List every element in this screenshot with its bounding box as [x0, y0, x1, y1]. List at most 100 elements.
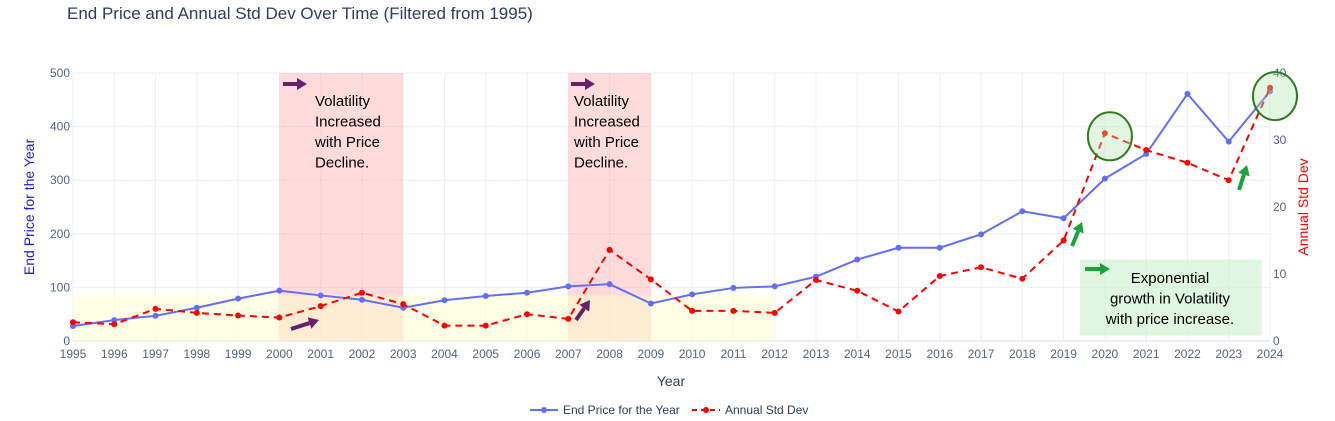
- series-0-point: [606, 281, 613, 288]
- arrow-right-region2-head: [585, 78, 595, 90]
- series-0-point: [193, 304, 200, 311]
- series-0-point: [524, 289, 531, 296]
- annotation-text-region1: Volatility: [315, 93, 371, 110]
- shaded-region-2: [73, 295, 775, 341]
- series-0-point: [895, 244, 902, 251]
- arrow-up-region1-shaft: [290, 321, 311, 331]
- series-1-point: [70, 319, 76, 326]
- series-0-point: [1184, 90, 1191, 97]
- series-1-point: [400, 301, 407, 308]
- annotations: Volatility Increased with Price Decline. Vol…: [283, 71, 1298, 331]
- series-1-point: [235, 312, 242, 319]
- x-tick-label: 2023: [1215, 347, 1242, 361]
- series-1-point: [689, 307, 696, 314]
- series-line-1: [72, 87, 1271, 327]
- series-1-point: [111, 321, 118, 328]
- series-0-point: [771, 283, 778, 290]
- right-y-tick-label: 30: [1273, 133, 1287, 147]
- right-y-axis-title: Annual Std Dev: [1295, 158, 1311, 255]
- series-1-point: [647, 276, 654, 283]
- series-0-point: [1060, 215, 1067, 222]
- series-0-point: [647, 300, 654, 307]
- series-0-point: [317, 292, 324, 299]
- x-tick-label: 2005: [472, 347, 499, 361]
- annotation-text-region1: Increased: [315, 114, 381, 131]
- series-0-point: [276, 287, 283, 294]
- x-tick-label: 2001: [307, 347, 334, 361]
- x-tick-label: 2008: [596, 347, 623, 361]
- series-0-point: [730, 284, 737, 291]
- x-tick-label: 1996: [101, 347, 128, 361]
- shaded-regions: [73, 73, 1262, 341]
- series-1-point: [152, 305, 159, 312]
- series-1-point: [193, 309, 200, 316]
- x-tick-label: 2015: [885, 347, 912, 361]
- series-1-point: [565, 315, 572, 322]
- series-0-point: [1101, 175, 1108, 182]
- series-1-point: [317, 303, 324, 310]
- x-tick-label: 2000: [266, 347, 293, 361]
- left-y-tick-label: 500: [50, 66, 70, 80]
- x-tick-label: 2011: [721, 347, 747, 361]
- x-tick-label: 2014: [844, 347, 871, 361]
- x-tick-label: 2002: [349, 347, 376, 361]
- left-y-tick-label: 200: [50, 227, 70, 241]
- series-0-point: [1225, 138, 1232, 145]
- series-0-point: [441, 297, 448, 304]
- series-0-point: [1019, 208, 1026, 215]
- series-0-point: [936, 244, 943, 251]
- x-tick-label: 2012: [761, 347, 788, 361]
- arrow-up-region2-shaft: [574, 307, 586, 322]
- series-1-point: [771, 309, 778, 316]
- x-tick-label: 2009: [638, 347, 665, 361]
- legend-std-marker: [703, 407, 709, 413]
- annotation-text-region1: with Price: [314, 134, 380, 151]
- left-y-axis-title: End Price for the Year: [21, 139, 37, 276]
- annotation-text-green: Exponential: [1131, 270, 1209, 287]
- annotation-text-region2: Increased: [574, 114, 640, 131]
- arrow-up-green-2-shaft: [1237, 173, 1246, 191]
- series-0-point: [854, 256, 861, 263]
- series-0-point: [235, 295, 242, 302]
- legend-std-label[interactable]: Annual Std Dev: [725, 403, 808, 417]
- annotation-text-region2: Decline.: [574, 155, 628, 172]
- arrow-up-green-1-shaft: [1070, 230, 1080, 247]
- chart-title: End Price and Annual Std Dev Over Time (…: [67, 4, 533, 23]
- series-1-point: [1267, 84, 1273, 91]
- left-y-tick-label: 400: [50, 120, 70, 134]
- series-1-point: [1143, 147, 1150, 154]
- series-line-0: [72, 90, 1271, 327]
- highlight-circle-0: [1086, 111, 1133, 162]
- x-tick-label: 2018: [1009, 347, 1036, 361]
- x-tick-label: 1997: [142, 347, 169, 361]
- x-tick-label: 2016: [926, 347, 953, 361]
- annotation-text-region2: with Price: [573, 134, 639, 151]
- series-1-point: [524, 311, 531, 318]
- series-0-point: [152, 312, 159, 319]
- series-1-point: [1019, 275, 1026, 282]
- series-0-point: [565, 283, 572, 290]
- series-1-point: [358, 289, 365, 296]
- left-y-axis: 0 100 200 300 400 500: [50, 66, 70, 348]
- legend-price-label[interactable]: End Price for the Year: [563, 403, 680, 417]
- x-tick-label: 2013: [803, 347, 830, 361]
- series-1-point: [482, 322, 489, 329]
- right-y-tick-label: 20: [1273, 200, 1287, 214]
- legend: End Price for the Year Annual Std Dev: [530, 403, 808, 417]
- arrow-up-green-2-head: [1238, 165, 1250, 177]
- right-y-tick-label: 10: [1273, 267, 1287, 281]
- arrow-up-region1-head: [307, 317, 319, 329]
- annotation-text-region2: Volatility: [574, 93, 630, 110]
- x-tick-label: 2007: [555, 347, 582, 361]
- right-y-tick-label: 0: [1273, 334, 1280, 348]
- x-tick-label: 1999: [225, 347, 252, 361]
- arrow-right-region1-head: [297, 78, 307, 90]
- series-1-point: [1101, 130, 1108, 137]
- x-axis-title: Year: [657, 373, 686, 389]
- x-tick-label: 2022: [1174, 347, 1201, 361]
- annotation-text-region1: Decline.: [315, 155, 369, 172]
- x-tick-label: 1998: [183, 347, 210, 361]
- x-tick-label: 2020: [1092, 347, 1119, 361]
- x-tick-label: 2003: [390, 347, 417, 361]
